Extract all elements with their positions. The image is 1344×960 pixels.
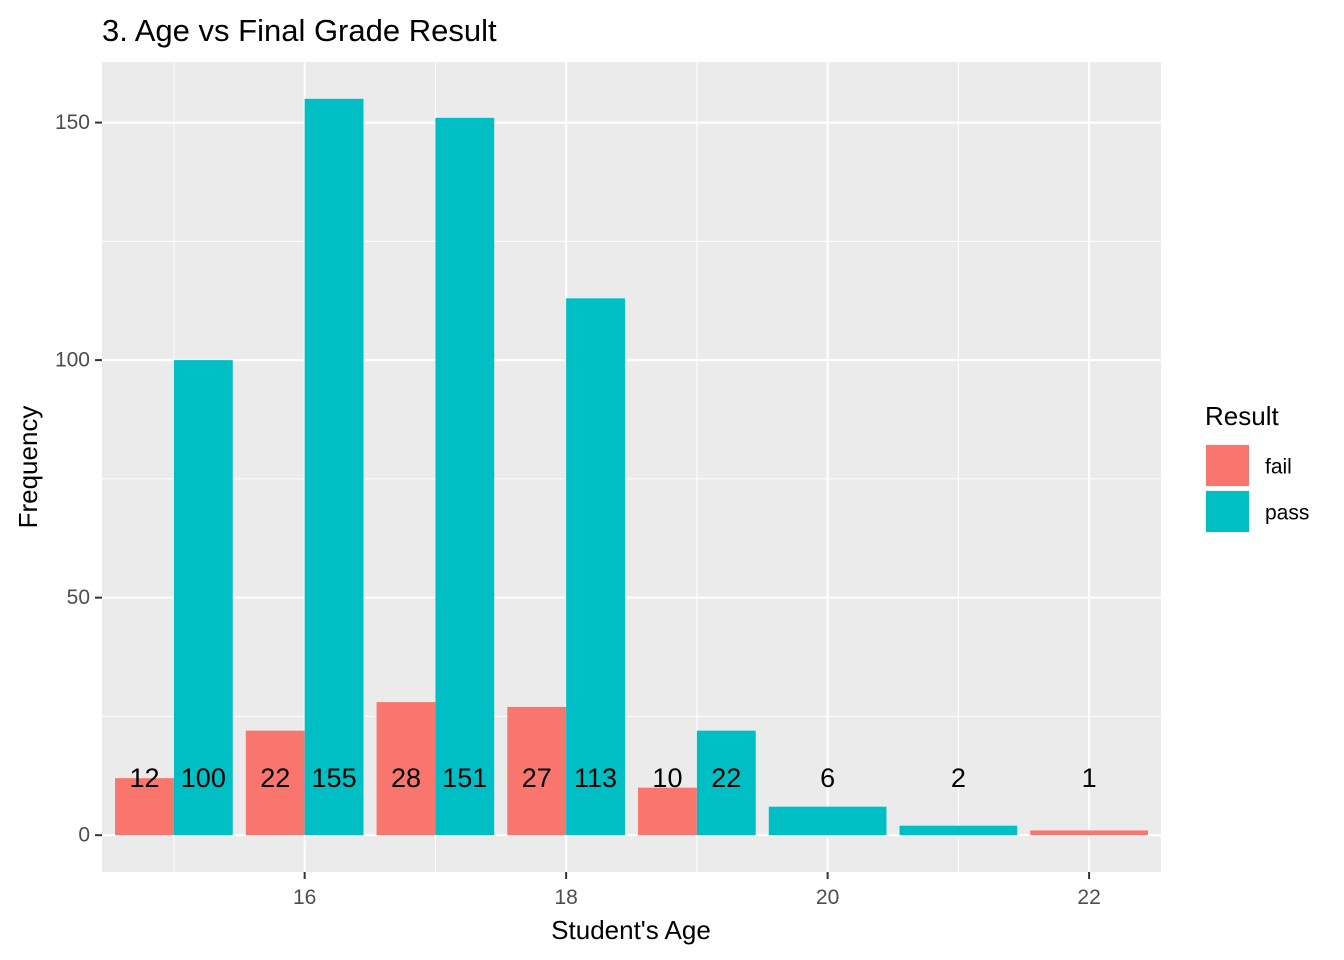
- legend-swatch-fail: [1206, 445, 1249, 486]
- bar-fail-age-15: [115, 778, 174, 836]
- legend-title: Result: [1205, 401, 1279, 431]
- data-label-fail-age-22: 1: [1082, 763, 1097, 793]
- bar-fail-age-19: [638, 787, 697, 836]
- x-tick-label-22: 22: [1077, 886, 1100, 909]
- data-labels: 12 22 28 27 10 1 100 155 151 113 22 6 2: [129, 763, 1096, 793]
- y-axis: 0 50 100 150: [55, 111, 102, 847]
- data-label-fail-age-17: 28: [391, 763, 421, 793]
- legend-label-fail: fail: [1265, 456, 1292, 479]
- y-tick-label-0: 0: [78, 824, 90, 847]
- x-axis: 16 18 20 22: [293, 872, 1101, 909]
- legend: Result fail pass: [1205, 401, 1309, 533]
- bar-pass-age-16: [304, 98, 364, 836]
- bar-pass-age-19: [696, 730, 756, 836]
- data-label-pass-age-15: 100: [181, 763, 226, 793]
- bar-pass-age-15: [173, 360, 233, 836]
- y-tick-label-50: 50: [67, 586, 90, 609]
- y-tick-label-100: 100: [55, 349, 90, 372]
- data-label-fail-age-15: 12: [129, 763, 159, 793]
- data-label-pass-age-20: 6: [820, 763, 835, 793]
- bars: [115, 98, 1148, 836]
- x-tick-label-20: 20: [816, 886, 839, 909]
- legend-label-pass: pass: [1265, 502, 1309, 525]
- bar-pass-age-18: [566, 298, 625, 836]
- data-label-fail-age-16: 22: [260, 763, 290, 793]
- data-label-pass-age-19: 22: [711, 763, 741, 793]
- bar-fail-age-18: [507, 706, 567, 836]
- bar-pass-age-20: [768, 806, 887, 836]
- data-label-pass-age-21: 2: [951, 763, 966, 793]
- bar-fail-age-17: [376, 702, 436, 836]
- data-label-pass-age-16: 155: [312, 763, 357, 793]
- x-axis-title: Student's Age: [551, 915, 711, 945]
- bar-pass-age-21: [899, 825, 1018, 836]
- bar-fail-age-22: [1030, 830, 1148, 836]
- y-axis-title: Frequency: [13, 406, 43, 529]
- bar-pass-age-17: [435, 117, 495, 836]
- legend-swatch-pass: [1206, 491, 1249, 532]
- data-label-fail-age-19: 10: [652, 763, 682, 793]
- x-tick-label-16: 16: [293, 886, 316, 909]
- x-tick-label-18: 18: [554, 886, 577, 909]
- y-tick-label-150: 150: [55, 111, 90, 134]
- data-label-pass-age-17: 151: [442, 763, 487, 793]
- bar-fail-age-16: [245, 730, 305, 836]
- chart-title: 3. Age vs Final Grade Result: [102, 13, 497, 48]
- data-label-pass-age-18: 113: [574, 763, 617, 793]
- data-label-fail-age-18: 27: [522, 763, 552, 793]
